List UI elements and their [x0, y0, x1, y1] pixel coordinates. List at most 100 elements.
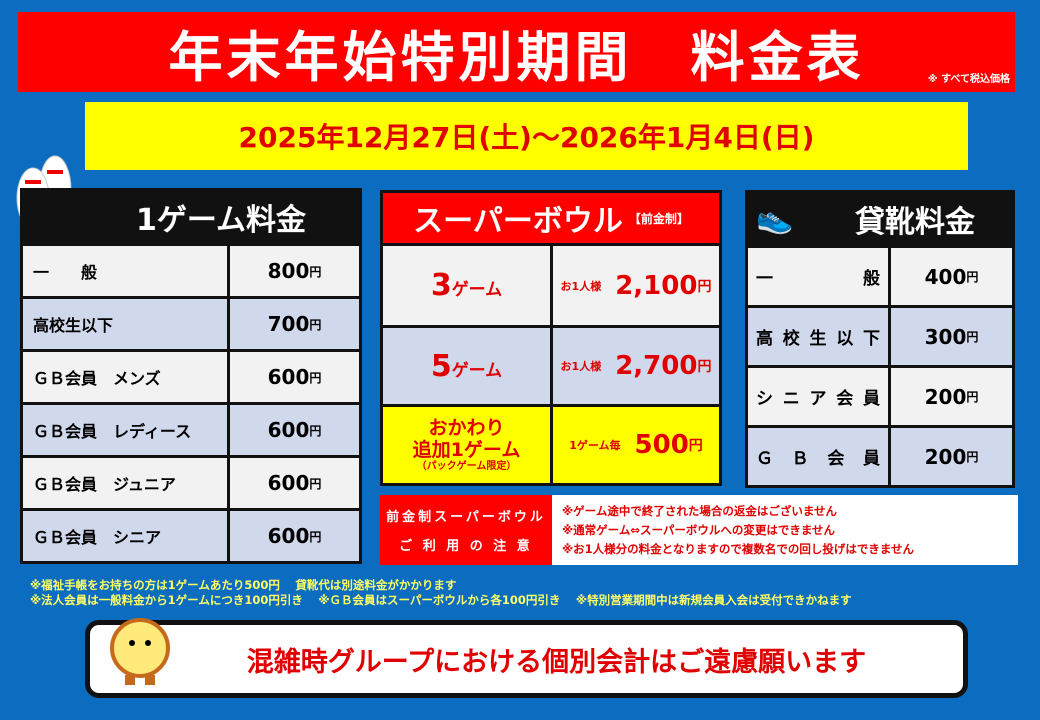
price: 300 — [924, 324, 967, 349]
yen: 円 — [309, 529, 322, 544]
yen: 円 — [966, 390, 979, 404]
price: 500 — [634, 430, 689, 460]
super-bowl-title: スーパーボウル — [413, 204, 623, 239]
game-fee-table: 1ゲーム料金 一 般 800 円高校生以下 700 円 ＧＢ会員 メンズ 600 円 ＧＢ会員 … — [20, 188, 362, 564]
label-char: 般 — [863, 269, 880, 289]
table-row: 高校生以下 300 円 — [748, 305, 1012, 365]
game-unit: ゲーム — [451, 280, 503, 300]
yen: 円 — [309, 423, 322, 438]
game-count: 3 — [430, 268, 452, 303]
game-fee-header: 1ゲーム料金 — [136, 203, 306, 238]
table-row-extra: おかわり 追加1ゲーム （パックゲーム限定） 1ゲーム毎 500 円 — [383, 404, 719, 483]
label-char: 以 — [836, 329, 854, 349]
shoes-icon: 👟 — [756, 201, 794, 236]
category-label: 高校生以下 — [23, 299, 230, 349]
table-row: 一般 400 円 — [748, 245, 1012, 305]
shoe-rental-title: 貸靴料金 — [855, 205, 975, 240]
price: 2,700 — [615, 351, 698, 381]
label-char: Ｇ — [756, 449, 773, 469]
notice-label: 前金制スーパーボウル — [386, 510, 546, 525]
price: 600 — [267, 471, 310, 495]
price: 800 — [267, 259, 310, 283]
table-row: シニア会員 200 円 — [748, 365, 1012, 425]
price: 600 — [267, 418, 310, 442]
table-row: 高校生以下 700 円 — [23, 296, 359, 349]
category-label: ＧＢ会員 シニア — [23, 511, 230, 561]
table-row: 5ゲーム お1人様 2,700 円 — [383, 325, 719, 404]
extra-label: おかわり — [428, 417, 505, 439]
mascot-icon — [110, 618, 170, 685]
extra-label-2: 追加1ゲーム — [412, 439, 521, 461]
super-bowl-header: スーパーボウル 【前金制】 — [383, 193, 719, 243]
yen: 円 — [309, 476, 322, 491]
label-char: シ — [756, 389, 773, 409]
shoe-rental-header: 👟 貸靴料金 — [748, 193, 1012, 245]
label-char: 員 — [863, 389, 880, 409]
banner-text: 混雑時グループにおける個別会計はご遠慮願います — [246, 646, 867, 678]
label-char: Ｂ — [791, 449, 809, 469]
label-char: 生 — [809, 329, 827, 349]
label-char: 一 — [756, 269, 773, 289]
yen: 円 — [309, 317, 322, 332]
game-count: 5 — [430, 348, 452, 384]
shoe-rental-table: 👟 貸靴料金 一般 400 円高校生以下 300 円シニア会員 200 円 Ｇ Ｂ 会員 200 円 — [745, 190, 1015, 488]
prepaid-note: 【前金制】 — [628, 211, 689, 226]
label-char: ニ — [782, 389, 800, 409]
notice-label-2: ご 利 用 の 注 意 — [399, 539, 533, 554]
table-row: 一 般 800 円 — [23, 243, 359, 296]
category-label: ＧＢ会員 ジュニア — [23, 458, 230, 508]
footnote: ※法人会員は一般料金から1ゲームにつき100円引き ※ＧＢ会員はスーパーボウルか… — [30, 593, 852, 607]
category-label: ＧＢ会員 レディース — [23, 405, 230, 455]
notice-item: ※ゲーム途中で終了された場合の返金はございません — [562, 504, 837, 518]
table-row: ＧＢ会員 メンズ 600 円 — [23, 349, 359, 402]
extra-note: （パックゲーム限定） — [416, 461, 517, 472]
super-bowl-notice: 前金制スーパーボウルご 利 用 の 注 意 ※ゲーム途中で終了された場合の返金は… — [380, 495, 1018, 565]
yen: 円 — [309, 264, 322, 279]
notice-item: ※通常ゲーム⇔スーパーボウルへの変更はできません — [562, 523, 836, 537]
label-char: 員 — [862, 449, 880, 469]
price: 600 — [267, 524, 310, 548]
category-label: 一般 — [748, 248, 891, 305]
footnote: ※福祉手帳をお持ちの方は1ゲームあたり500円 貸靴代は別途料金がかかります — [30, 578, 457, 592]
super-bowl-table: スーパーボウル 【前金制】 3ゲーム お1人様 2,100 円 5ゲーム お1人様 2,… — [380, 190, 722, 486]
category-label: 一 般 — [23, 246, 230, 296]
yen: 円 — [697, 278, 712, 295]
per-person: お1人様 — [560, 360, 602, 373]
bottom-banner: 混雑時グループにおける個別会計はご遠慮願います — [85, 618, 968, 698]
price: 200 — [924, 384, 967, 409]
tax-note: ※ すべて税込価格 — [927, 74, 1010, 85]
game-unit: ゲーム — [451, 360, 503, 381]
yen: 円 — [697, 359, 712, 375]
yen: 円 — [966, 450, 979, 464]
per-game: 1ゲーム毎 — [569, 439, 621, 452]
notice-item: ※お1人様分の料金となりますので複数名での回し投げはできません — [562, 542, 914, 556]
table-row: ＧＢ会員 レディース 600 円 — [23, 402, 359, 455]
label-char: 会 — [827, 449, 845, 469]
table-row: Ｇ Ｂ 会員 200 円 — [748, 425, 1012, 485]
yen: 円 — [688, 438, 703, 454]
yen: 円 — [966, 330, 979, 344]
label-char: 校 — [782, 329, 800, 349]
label-char: 会 — [836, 389, 854, 409]
price: 700 — [267, 312, 310, 336]
price: 400 — [924, 264, 967, 289]
label-char: 下 — [863, 329, 880, 349]
category-label: ＧＢ会員 メンズ — [23, 352, 230, 402]
per-person: お1人様 — [560, 279, 602, 293]
period-banner: 2025年12月27日(土)〜2026年1月4日(日) — [85, 102, 968, 170]
table-row: ＧＢ会員 ジュニア 600 円 — [23, 455, 359, 508]
category-label: 高校生以下 — [748, 308, 891, 365]
page-title: 年末年始特別期間 料金表 — [18, 12, 1015, 92]
price: 200 — [924, 444, 967, 469]
footnotes: ※福祉手帳をお持ちの方は1ゲームあたり500円 貸靴代は別途料金がかかります ※… — [30, 578, 852, 608]
yen: 円 — [309, 370, 322, 385]
price: 600 — [267, 365, 310, 389]
yen: 円 — [966, 270, 979, 284]
table-row: 3ゲーム お1人様 2,100 円 — [383, 243, 719, 325]
table-row: ＧＢ会員 シニア 600 円 — [23, 508, 359, 561]
category-label: シニア会員 — [748, 368, 891, 425]
label-char: 高 — [756, 329, 773, 349]
label-char: ア — [809, 389, 827, 409]
price: 2,100 — [615, 270, 698, 301]
